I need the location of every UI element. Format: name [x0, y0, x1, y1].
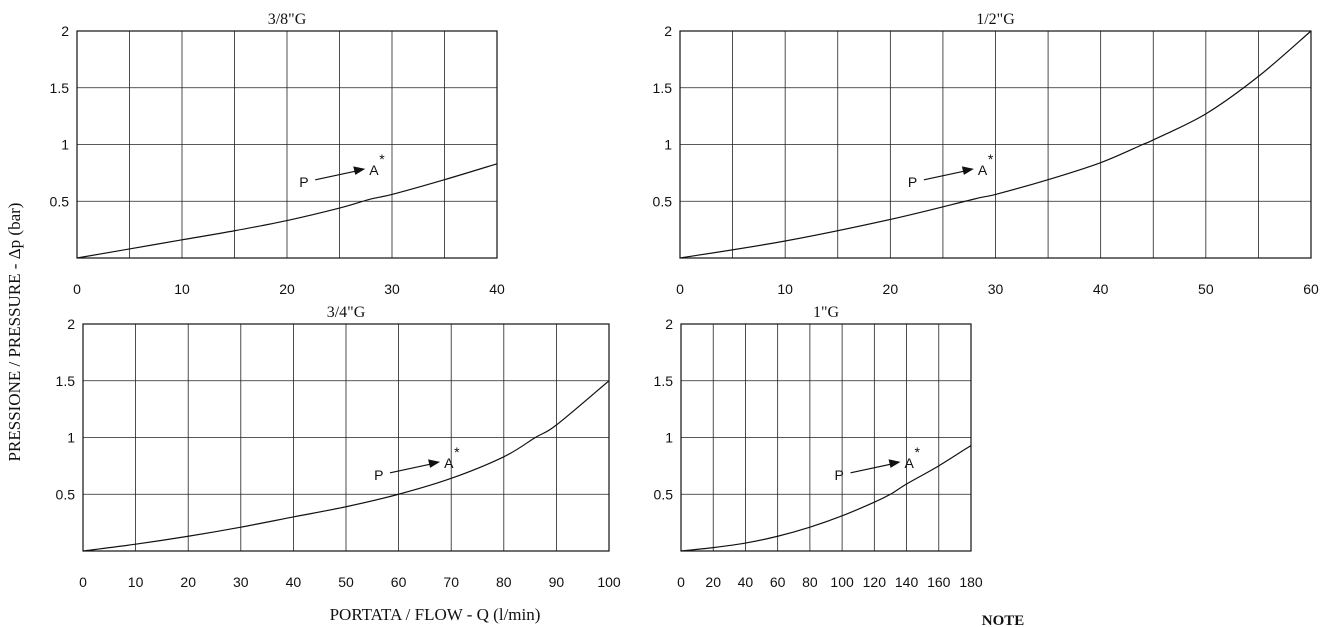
- port-p-label: P: [835, 467, 844, 483]
- plot-frame: [76, 30, 498, 259]
- chart-title: 1"G: [813, 304, 840, 321]
- y-tick-label: 2: [61, 23, 69, 39]
- y-tick-label: 0.5: [653, 193, 673, 209]
- flow-curve: [82, 380, 610, 552]
- x-tick-label: 30: [384, 281, 400, 297]
- x-tick-label: 30: [233, 574, 249, 590]
- x-tick-label: 80: [496, 574, 512, 590]
- y-axis-label: PRESSIONE / PRESSURE - Δp (bar): [5, 203, 24, 462]
- port-p-label: P: [908, 174, 917, 190]
- y-tick-label: 1: [664, 137, 672, 153]
- arrow-head-icon: [888, 459, 901, 468]
- x-tick-label: 0: [79, 574, 87, 590]
- x-tick-label: 10: [128, 574, 144, 590]
- port-a-label: A: [978, 162, 988, 178]
- y-tick-label: 1.5: [56, 373, 76, 389]
- arrow-head-icon: [961, 166, 974, 175]
- x-tick-label: 70: [443, 574, 459, 590]
- arrow-line: [850, 463, 893, 474]
- asterisk-mark: *: [454, 444, 460, 460]
- x-tick-label: 100: [597, 574, 621, 590]
- arrow-line: [389, 463, 433, 474]
- x-tick-label: 60: [1303, 281, 1319, 297]
- x-tick-label: 60: [391, 574, 407, 590]
- x-tick-label: 10: [174, 281, 190, 297]
- x-tick-label: 20: [279, 281, 295, 297]
- y-tick-label: 0.5: [50, 193, 70, 209]
- arrow-line: [315, 170, 358, 181]
- x-tick-label: 180: [959, 574, 983, 590]
- x-tick-label: 50: [338, 574, 354, 590]
- chart-title: 1/2"G: [976, 11, 1015, 28]
- arrow-line: [923, 170, 967, 181]
- port-a-label: A: [444, 455, 454, 471]
- plot-frame: [82, 323, 610, 552]
- y-tick-label: 0.5: [56, 486, 76, 502]
- p-to-a-annotation: P A*: [908, 151, 994, 190]
- y-tick-label: 1.5: [50, 80, 70, 96]
- y-tick-label: 1: [665, 430, 673, 446]
- x-tick-label: 50: [1198, 281, 1214, 297]
- x-tick-label: 20: [180, 574, 196, 590]
- plot-frame: [680, 323, 972, 552]
- x-tick-label: 40: [738, 574, 754, 590]
- x-tick-label: 20: [883, 281, 899, 297]
- x-tick-label: 20: [705, 574, 721, 590]
- p-to-a-annotation: P A*: [299, 151, 385, 190]
- x-tick-label: 60: [770, 574, 786, 590]
- x-tick-label: 40: [489, 281, 505, 297]
- asterisk-mark: *: [915, 444, 921, 460]
- p-to-a-annotation: P A*: [835, 444, 921, 483]
- asterisk-mark: *: [379, 151, 385, 167]
- flow-curve: [680, 444, 972, 552]
- port-p-label: P: [374, 467, 383, 483]
- p-to-a-annotation: P A*: [374, 444, 460, 483]
- note-heading: NOTE: [982, 613, 1025, 627]
- y-tick-label: 0.5: [654, 486, 674, 502]
- port-a-label: A: [369, 162, 379, 178]
- asterisk-mark: *: [988, 151, 994, 167]
- y-tick-label: 1: [67, 430, 75, 446]
- plot-frame: [679, 30, 1312, 259]
- x-tick-label: 0: [73, 281, 81, 297]
- chart-title: 3/4"G: [327, 304, 366, 321]
- arrow-head-icon: [353, 166, 366, 175]
- x-tick-label: 90: [549, 574, 565, 590]
- x-tick-label: 40: [286, 574, 302, 590]
- x-tick-label: 10: [777, 281, 793, 297]
- x-axis-label: PORTATA / FLOW - Q (l/min): [330, 605, 541, 624]
- flow-curve: [679, 30, 1312, 259]
- x-tick-label: 140: [895, 574, 919, 590]
- x-tick-label: 0: [676, 281, 684, 297]
- flow-curve: [76, 163, 498, 259]
- y-tick-label: 2: [664, 23, 672, 39]
- x-tick-label: 30: [988, 281, 1004, 297]
- y-tick-label: 2: [67, 316, 75, 332]
- x-tick-label: 80: [802, 574, 818, 590]
- port-a-label: A: [905, 455, 915, 471]
- y-tick-label: 1.5: [654, 373, 674, 389]
- y-tick-label: 2: [665, 316, 673, 332]
- arrow-head-icon: [428, 459, 441, 468]
- x-tick-label: 0: [677, 574, 685, 590]
- chart-title: 3/8"G: [268, 11, 307, 28]
- x-tick-label: 100: [830, 574, 854, 590]
- x-tick-label: 160: [927, 574, 951, 590]
- x-tick-label: 120: [863, 574, 887, 590]
- y-tick-label: 1: [61, 137, 69, 153]
- port-p-label: P: [299, 174, 308, 190]
- x-tick-label: 40: [1093, 281, 1109, 297]
- y-tick-label: 1.5: [653, 80, 673, 96]
